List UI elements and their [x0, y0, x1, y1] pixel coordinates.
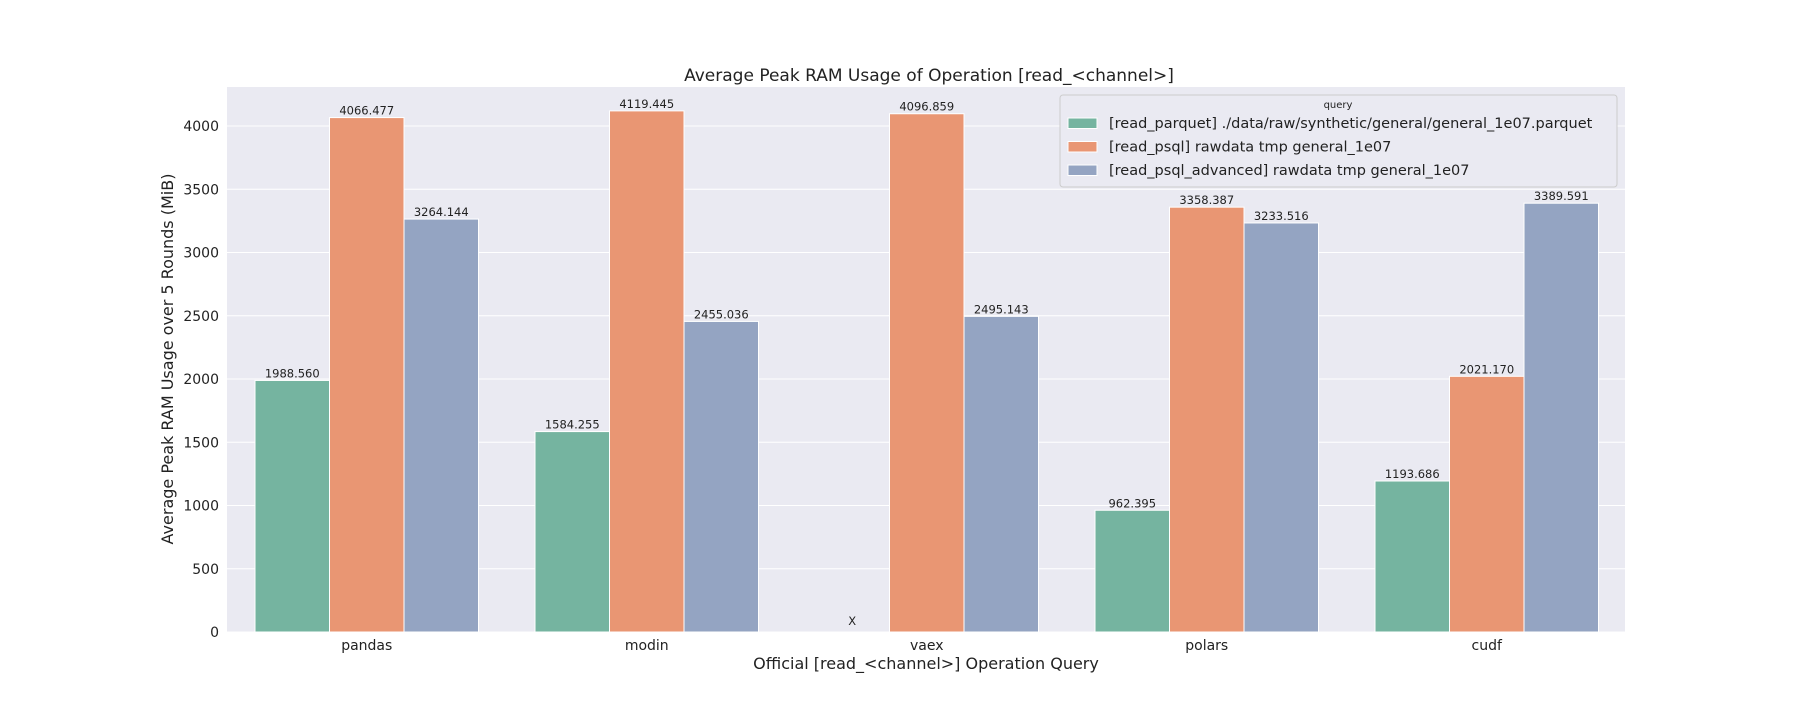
bar-value-label: 2455.036 — [694, 307, 749, 321]
bar-value-label: 4119.445 — [619, 97, 674, 111]
bar-value-label: 1584.255 — [545, 418, 600, 432]
y-tick-label: 3500 — [183, 182, 219, 198]
bar — [254, 379, 330, 633]
y-tick-label: 3000 — [183, 246, 219, 262]
bar-value-label: 2495.143 — [974, 302, 1029, 316]
y-tick-label: 2500 — [183, 309, 219, 325]
y-tick-label: 4000 — [183, 119, 219, 135]
bar — [403, 218, 479, 633]
legend-box — [1059, 94, 1618, 188]
bar-value-label: 1193.686 — [1385, 467, 1440, 481]
bar — [534, 431, 610, 633]
bar — [609, 110, 685, 633]
y-tick-labels: 0 500 1000 1500 2000 2500 3000 3500 4000 — [183, 119, 219, 641]
legend-entry-label: [read_psql] rawdata tmp general_1e07 — [1109, 140, 1391, 156]
bar-value-label: 962.395 — [1108, 496, 1156, 510]
bar — [889, 113, 965, 633]
bar-value-label: 3389.591 — [1534, 189, 1589, 203]
bar-value-label: 4096.859 — [899, 100, 954, 114]
bar-value-label: 3264.144 — [414, 205, 469, 219]
bar-value-label: 4066.477 — [339, 104, 394, 118]
bar — [1243, 222, 1319, 633]
bar — [1169, 206, 1245, 633]
x-tick-label: cudf — [1472, 638, 1503, 654]
chart-title: Average Peak RAM Usage of Operation [rea… — [684, 66, 1174, 86]
x-tick-label: pandas — [341, 638, 392, 654]
y-axis-title: Average Peak RAM Usage over 5 Rounds (Mi… — [158, 174, 177, 545]
bar-value-label: 3233.516 — [1254, 209, 1309, 223]
bar — [963, 315, 1039, 633]
legend-entry-label: [read_psql_advanced] rawdata tmp general… — [1109, 163, 1469, 179]
x-tick-label: vaex — [910, 638, 944, 654]
bars: 1988.560 4066.477 3264.144 1584.255 4119.445… — [254, 97, 1599, 633]
bar — [1374, 480, 1450, 633]
y-tick-label: 1000 — [183, 499, 219, 515]
y-tick-label: 500 — [192, 562, 219, 578]
x-axis-title: Official [read_<channel>] Operation Quer… — [753, 654, 1099, 674]
missing-value-label: X — [848, 614, 856, 628]
y-tick-label: 1500 — [183, 435, 219, 451]
bar-value-label: 2021.170 — [1459, 362, 1514, 376]
y-tick-label: 0 — [210, 625, 219, 641]
x-tick-labels: pandas modin vaex polars cudf — [341, 638, 1503, 654]
bar-value-label: 3358.387 — [1179, 193, 1234, 207]
legend: query [read_parquet] ./data/raw/syntheti… — [1059, 94, 1618, 188]
legend-swatch — [1067, 164, 1098, 176]
bar — [329, 117, 405, 633]
bar — [1449, 375, 1525, 633]
bar — [1094, 509, 1170, 633]
y-tick-label: 2000 — [183, 372, 219, 388]
legend-title: query — [1324, 100, 1353, 111]
legend-swatch — [1067, 141, 1098, 153]
x-tick-label: modin — [625, 638, 669, 654]
legend-entry-label: [read_parquet] ./data/raw/synthetic/gene… — [1109, 116, 1593, 132]
bar — [1523, 202, 1599, 633]
bar-value-label: 1988.560 — [265, 366, 320, 380]
legend-swatch — [1067, 117, 1098, 129]
bar — [683, 320, 759, 633]
x-tick-label: polars — [1185, 638, 1228, 654]
